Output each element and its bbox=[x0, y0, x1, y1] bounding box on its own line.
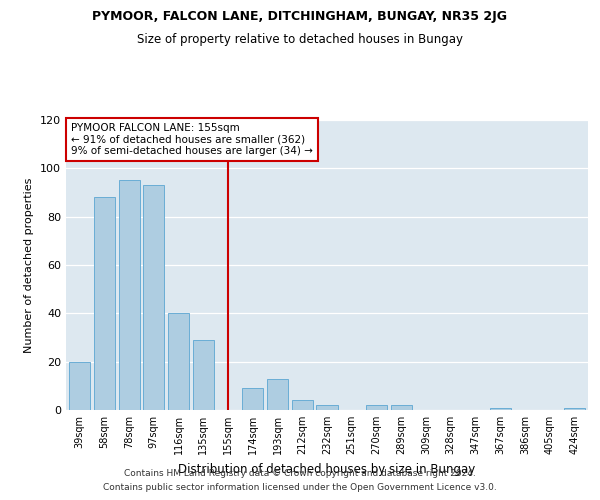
Text: PYMOOR, FALCON LANE, DITCHINGHAM, BUNGAY, NR35 2JG: PYMOOR, FALCON LANE, DITCHINGHAM, BUNGAY… bbox=[92, 10, 508, 23]
Y-axis label: Number of detached properties: Number of detached properties bbox=[25, 178, 34, 352]
Text: Contains HM Land Registry data © Crown copyright and database right 2024.: Contains HM Land Registry data © Crown c… bbox=[124, 468, 476, 477]
Bar bbox=[168, 314, 189, 410]
Bar bbox=[391, 405, 412, 410]
Bar bbox=[267, 378, 288, 410]
Bar bbox=[242, 388, 263, 410]
X-axis label: Distribution of detached houses by size in Bungay: Distribution of detached houses by size … bbox=[178, 462, 476, 475]
Bar bbox=[119, 180, 140, 410]
Bar bbox=[316, 405, 338, 410]
Text: Contains public sector information licensed under the Open Government Licence v3: Contains public sector information licen… bbox=[103, 484, 497, 492]
Bar bbox=[490, 408, 511, 410]
Bar bbox=[366, 405, 387, 410]
Bar bbox=[193, 340, 214, 410]
Bar bbox=[564, 408, 585, 410]
Bar bbox=[143, 185, 164, 410]
Text: Size of property relative to detached houses in Bungay: Size of property relative to detached ho… bbox=[137, 32, 463, 46]
Bar bbox=[292, 400, 313, 410]
Bar bbox=[69, 362, 90, 410]
Bar bbox=[94, 198, 115, 410]
Text: PYMOOR FALCON LANE: 155sqm
← 91% of detached houses are smaller (362)
9% of semi: PYMOOR FALCON LANE: 155sqm ← 91% of deta… bbox=[71, 123, 313, 156]
